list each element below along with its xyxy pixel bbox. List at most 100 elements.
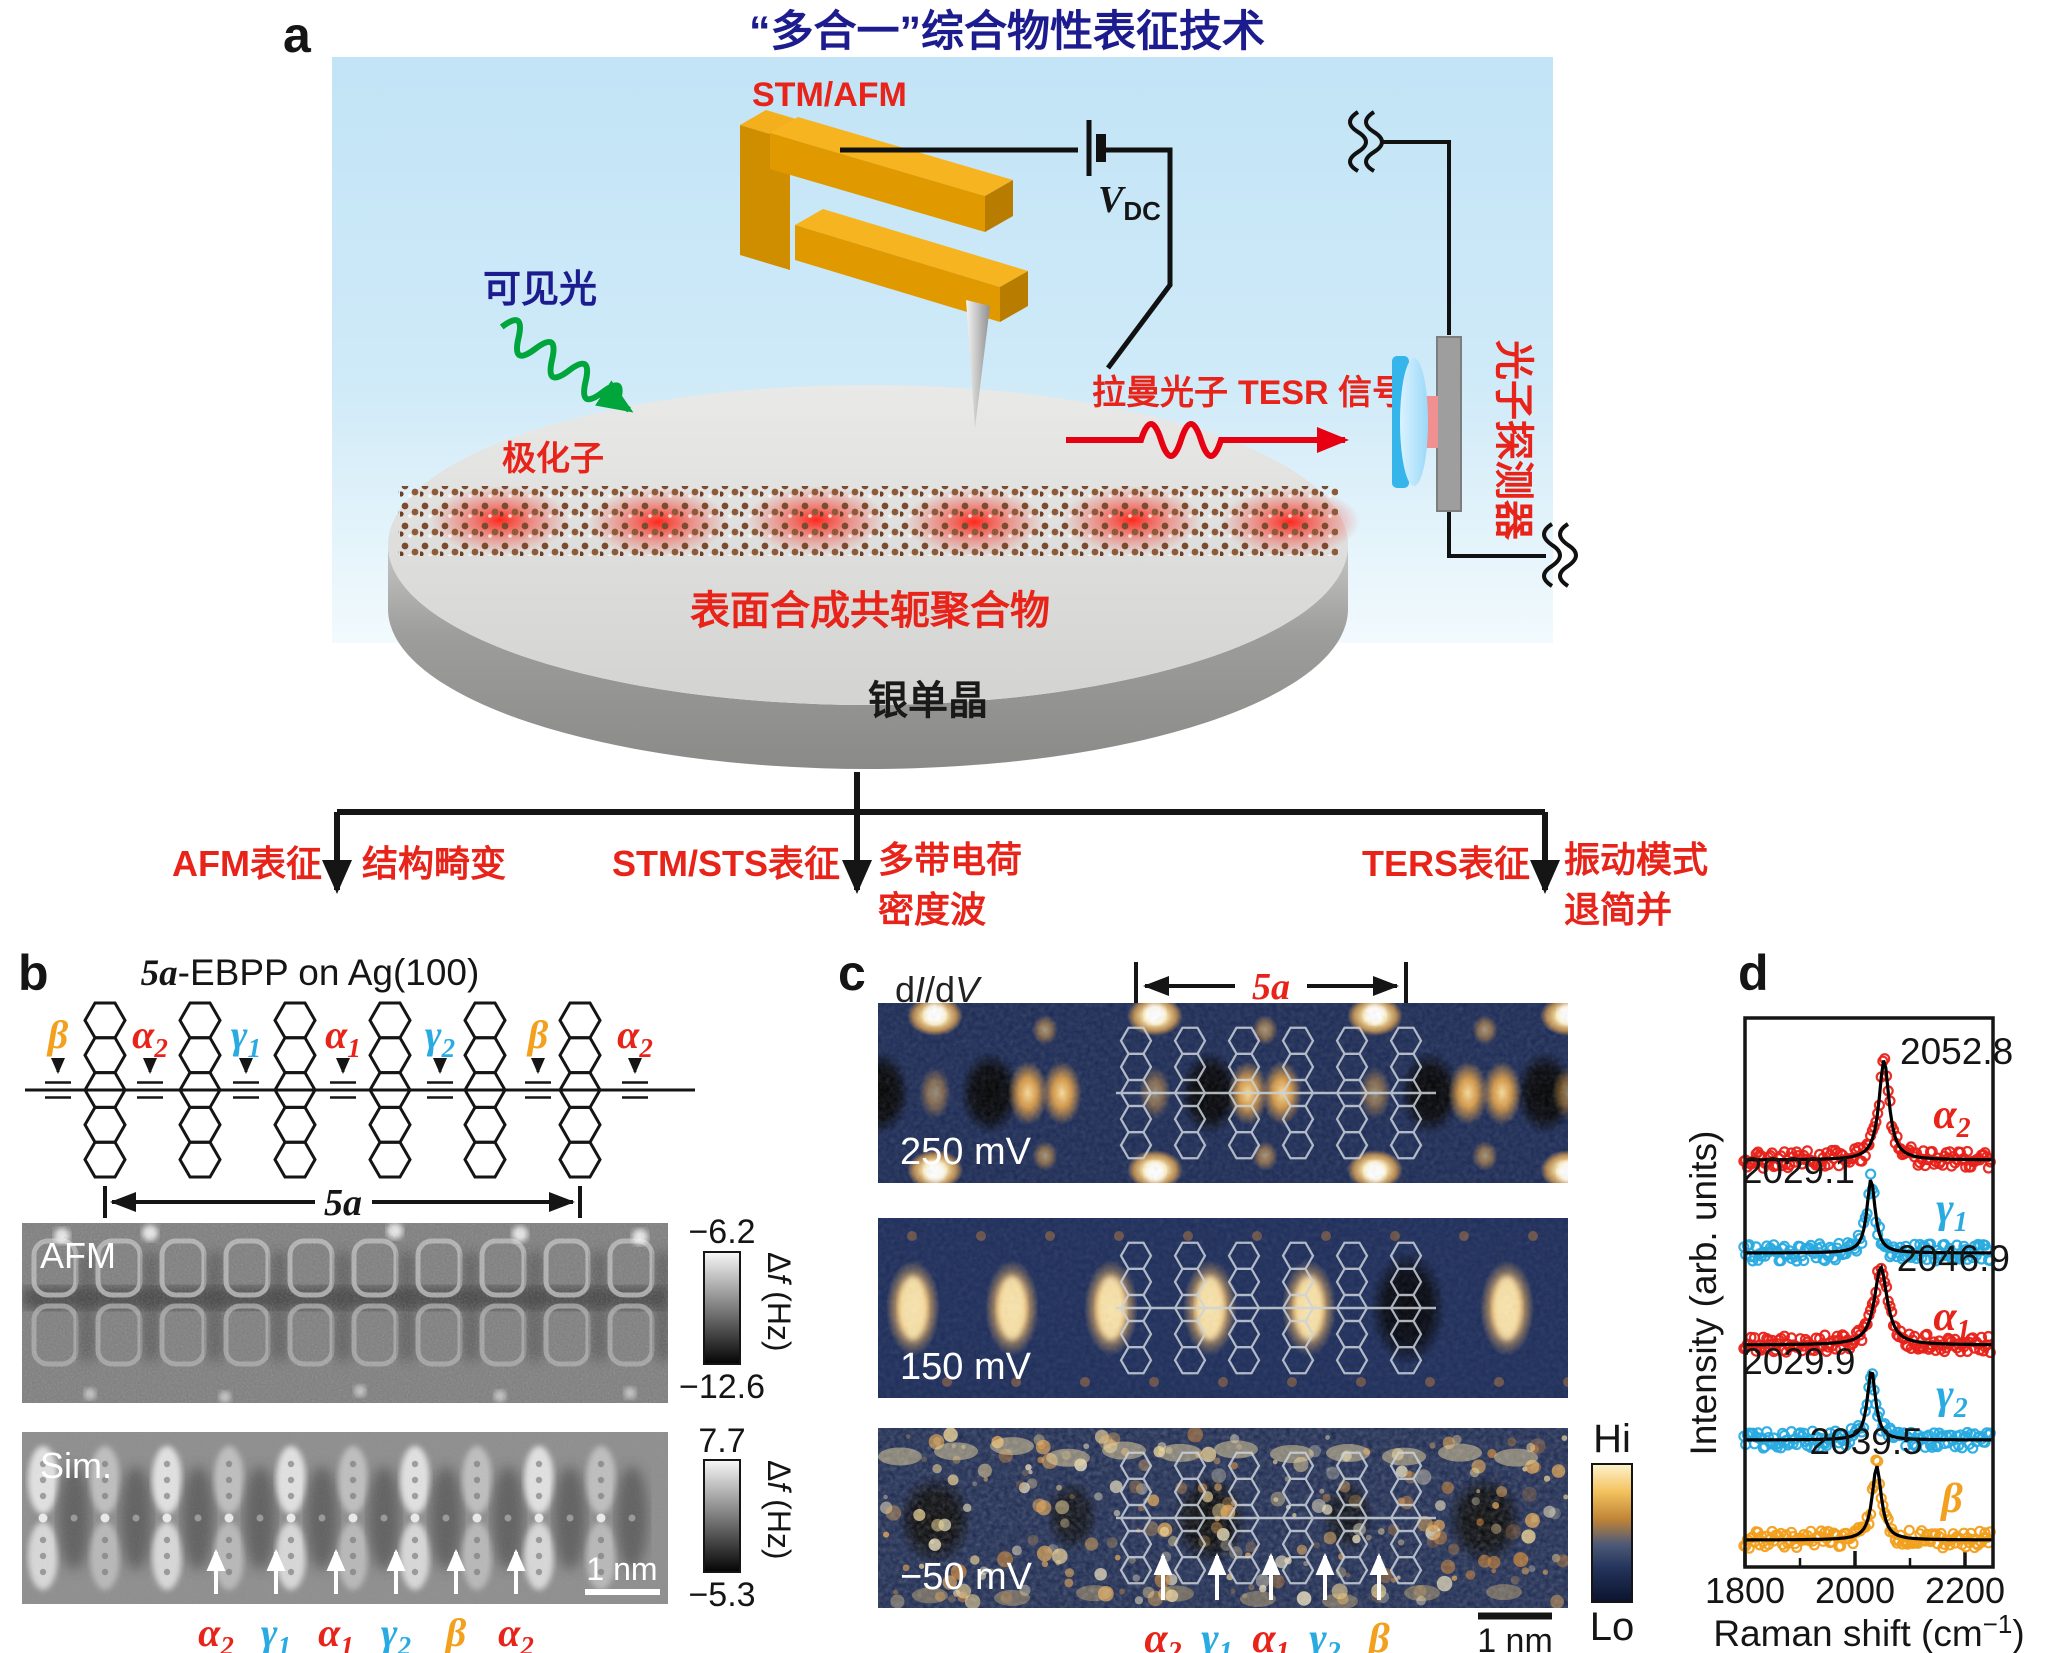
- branch-afm-method: AFM表征: [172, 843, 322, 884]
- sim-scalebar: 1 nm: [585, 1551, 660, 1595]
- molecule-overlays: [1116, 1026, 1436, 1585]
- bond-label: γ2: [425, 1012, 455, 1063]
- panel-c: c dI/dV 5a 250 mV 150 mV −50 mV α2 γ1 α1…: [838, 945, 1634, 1653]
- sim-colorbar: 7.7 −5.3 Δf (Hz): [688, 1422, 797, 1614]
- series-label: β: [1939, 1476, 1963, 1522]
- lorentzian-fit: [1745, 1370, 1992, 1442]
- branch-ters-result-line2: 退简并: [1564, 889, 1672, 930]
- sim-image: [22, 1432, 668, 1604]
- bond-label: α1: [325, 1012, 361, 1063]
- bias-label-150: 150 mV: [900, 1346, 1032, 1388]
- polymer-chain: [398, 486, 1360, 556]
- plot-frame: [1743, 1016, 1995, 1569]
- panel-c-letter: c: [838, 945, 866, 1001]
- bond-label: γ1: [231, 1012, 261, 1063]
- sim-colorbar-unit: Δf (Hz): [761, 1460, 797, 1560]
- lorentzian-fit: [1745, 1060, 1992, 1162]
- unit-cell-span-c: [1134, 962, 1408, 1010]
- bond-label: α2: [132, 1012, 168, 1063]
- unit-cell-span-b: [103, 1186, 582, 1218]
- peak-value-label: 2039.5: [1810, 1421, 1923, 1462]
- panel-b: b 5a-EBPP on Ag(100) β α2 γ1 α1 γ2 β α2 …: [18, 945, 797, 1653]
- bond-labels: β α2 γ1 α1 γ2 β α2: [46, 1012, 653, 1074]
- fiber-coupler: [1426, 396, 1438, 448]
- visible-light-label: 可见光: [483, 269, 597, 311]
- photon-detector-label: 光子探测器: [1491, 340, 1535, 541]
- afm-image-label: AFM: [40, 1235, 116, 1276]
- peak-value-label: 2046.9: [1897, 1238, 2010, 1279]
- map-bond-arrows: [1153, 1553, 1389, 1600]
- photon-detector: [1392, 336, 1462, 512]
- stm-afm-label: STM/AFM: [752, 76, 907, 114]
- sim-image-label: Sim.: [40, 1445, 112, 1486]
- x-axis-label: Raman shift (cm−1): [1713, 1609, 2024, 1653]
- bond-label: α2: [617, 1012, 653, 1063]
- lorentzian-fit: [1744, 1264, 1992, 1347]
- x-tick-label: 2000: [1815, 1570, 1895, 1611]
- map-colorbar: Hi Lo: [1590, 1417, 1635, 1649]
- map-arrow-label: β: [1366, 1616, 1390, 1653]
- lens-icon: [1392, 356, 1428, 488]
- map-arrow-label: γ1: [1201, 1616, 1232, 1653]
- series-label: γ1: [1936, 1186, 1967, 1238]
- x-tick-label: 2200: [1925, 1570, 2005, 1611]
- y-axis-label: Intensity (arb. units): [1683, 1131, 1724, 1456]
- map-arrow-labels: α2 γ1 α1 γ2 β: [1144, 1616, 1390, 1653]
- probe-tip: [966, 300, 990, 428]
- raman-photon-label: 拉曼光子: [1092, 374, 1228, 412]
- bias-circuit: [840, 120, 1173, 370]
- branch-connector: AFM表征 结构畸变 STM/STS表征 多带电荷 密度波 TERS表征 振动模…: [172, 772, 1708, 930]
- detector-wires: [1348, 110, 1578, 588]
- sim-arrow-labels: α2 γ1 α1 γ2 β α2: [198, 1610, 534, 1653]
- tuning-fork: [740, 110, 1028, 322]
- sim-arrow-label: β: [444, 1610, 467, 1653]
- afm-image: [22, 1223, 668, 1403]
- branch-stm-result-line1: 多带电荷: [878, 839, 1022, 880]
- peak-value-label: 2029.1: [1742, 1150, 1855, 1191]
- sim-arrow-label: α2: [198, 1610, 234, 1653]
- bond-label: β: [46, 1012, 69, 1057]
- panel-a-title: “多合一”综合物性表征技术: [749, 8, 1265, 56]
- map-scalebar-label: 1 nm: [1477, 1622, 1553, 1653]
- afm-colorbar: −6.2 −12.6 Δf (Hz): [679, 1213, 797, 1406]
- branch-stm-method: STM/STS表征: [612, 843, 840, 884]
- sim-arrow-label: γ2: [381, 1610, 411, 1653]
- sim-arrow-label: α2: [498, 1610, 534, 1653]
- sim-arrow-label: α1: [318, 1610, 354, 1653]
- branch-afm-result: 结构畸变: [362, 843, 506, 884]
- lorentzian-fit: [1745, 1179, 1992, 1255]
- map-colorbar-lo: Lo: [1590, 1605, 1635, 1649]
- branch-ters-method: TERS表征: [1362, 843, 1530, 884]
- span-label-c: 5a: [1252, 966, 1290, 1008]
- sim-colorbar-min: −5.3: [688, 1576, 755, 1614]
- series-label: α2: [1933, 1092, 1970, 1144]
- series-label: α1: [1933, 1294, 1970, 1346]
- panel-a-letter: a: [283, 7, 312, 63]
- stm-map-neg50mv: [878, 1428, 1568, 1608]
- afm-colorbar-unit: Δf (Hz): [761, 1252, 797, 1352]
- sim-arrow-label: γ1: [261, 1610, 291, 1653]
- branch-ters-result-line1: 振动模式: [1564, 839, 1708, 880]
- silver-crystal-label: 银单晶: [868, 679, 988, 723]
- sim-scalebar-label: 1 nm: [586, 1551, 657, 1587]
- panel-d: d Intensity (arb. units) 1800 2000 2200 205…: [1683, 945, 2025, 1653]
- map-scalebar: 1 nm: [1477, 1612, 1553, 1653]
- x-tick-label: 1800: [1705, 1570, 1785, 1611]
- visible-light-wave: [499, 317, 634, 413]
- raman-photon-wave: [1066, 421, 1349, 459]
- bias-label-neg50: −50 mV: [900, 1556, 1033, 1598]
- panel-b-letter: b: [18, 945, 49, 1001]
- map-colorbar-hi: Hi: [1593, 1417, 1631, 1461]
- polaron-label: 极化子: [502, 440, 604, 478]
- map-arrow-label: γ2: [1309, 1616, 1340, 1653]
- panel-d-letter: d: [1738, 945, 1769, 1001]
- panel-b-title: 5a-EBPP on Ag(100): [141, 952, 480, 994]
- span-label-b: 5a: [324, 1182, 362, 1224]
- afm-colorbar-max: −6.2: [688, 1213, 755, 1251]
- lorentzian-fit: [1745, 1465, 1992, 1542]
- map-arrow-label: α1: [1252, 1616, 1289, 1653]
- sim-colorbar-max: 7.7: [698, 1422, 745, 1460]
- map-arrow-label: α2: [1144, 1616, 1181, 1653]
